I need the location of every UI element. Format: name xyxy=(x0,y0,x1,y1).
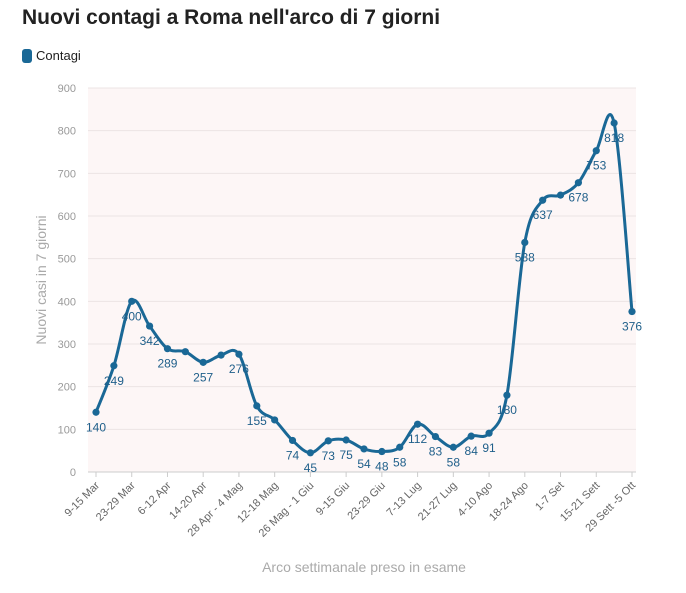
data-label: 155 xyxy=(247,414,267,428)
data-label: 58 xyxy=(447,455,461,469)
data-point[interactable] xyxy=(628,307,636,316)
data-point[interactable] xyxy=(503,391,511,399)
y-tick-label: 600 xyxy=(58,211,76,223)
gridlines xyxy=(88,87,636,473)
data-label: 342 xyxy=(140,334,160,348)
data-point[interactable] xyxy=(431,432,440,441)
data-point[interactable] xyxy=(128,297,136,305)
data-point[interactable] xyxy=(414,420,422,428)
data-label: 83 xyxy=(429,445,443,459)
data-point[interactable] xyxy=(217,351,225,359)
legend[interactable]: Contagi xyxy=(22,48,81,63)
legend-swatch-icon xyxy=(22,48,32,63)
data-point[interactable] xyxy=(306,449,314,457)
data-label: 376 xyxy=(622,320,642,334)
data-label: 637 xyxy=(533,208,553,222)
data-label: 400 xyxy=(122,309,142,323)
data-label: 54 xyxy=(357,457,371,471)
data-point[interactable] xyxy=(485,429,493,437)
data-label: 45 xyxy=(304,461,318,475)
data-label: 73 xyxy=(322,449,336,463)
data-point[interactable] xyxy=(396,443,404,451)
data-label: 249 xyxy=(104,374,124,388)
data-label: 289 xyxy=(157,357,177,371)
chart-title: Nuovi contagi a Roma nell'arco di 7 gior… xyxy=(22,6,441,29)
data-point[interactable] xyxy=(467,432,475,440)
data-label: 180 xyxy=(497,403,517,417)
data-point[interactable] xyxy=(146,322,154,330)
x-tick-label: 1-7 Set xyxy=(533,480,567,514)
y-axis-title: Nuovi casi in 7 giorni xyxy=(33,215,49,344)
x-tick-label: 23-29 Giu xyxy=(345,480,388,523)
data-label: 538 xyxy=(515,250,535,264)
data-points xyxy=(92,119,636,457)
data-point[interactable] xyxy=(181,348,189,356)
data-point[interactable] xyxy=(110,362,118,370)
data-point[interactable] xyxy=(449,443,457,451)
data-label: 84 xyxy=(465,444,479,458)
data-point[interactable] xyxy=(324,437,332,445)
data-point[interactable] xyxy=(271,416,279,424)
data-point[interactable] xyxy=(342,436,350,444)
data-label: 75 xyxy=(339,448,353,462)
data-label: 74 xyxy=(286,448,300,462)
data-point[interactable] xyxy=(199,358,207,366)
data-point[interactable] xyxy=(592,147,600,155)
y-tick-label: 400 xyxy=(58,296,76,308)
data-label: 678 xyxy=(568,191,588,205)
data-label: 48 xyxy=(375,460,389,474)
plot-area xyxy=(88,88,636,472)
data-point[interactable] xyxy=(610,119,618,127)
data-point[interactable] xyxy=(253,402,261,410)
data-label: 91 xyxy=(482,441,496,455)
x-axis-title: Arco settimanale preso in esame xyxy=(262,559,466,575)
y-tick-label: 500 xyxy=(58,254,76,266)
data-point[interactable] xyxy=(235,350,243,358)
data-point[interactable] xyxy=(539,196,547,204)
y-tick-label: 300 xyxy=(58,339,76,351)
data-point[interactable] xyxy=(288,436,297,445)
data-label: 818 xyxy=(604,131,624,145)
data-point[interactable] xyxy=(378,447,386,456)
y-tick-label: 100 xyxy=(58,424,76,436)
y-tick-label: 0 xyxy=(70,467,76,479)
y-tick-label: 200 xyxy=(58,382,76,394)
data-point[interactable] xyxy=(521,238,529,247)
data-point[interactable] xyxy=(163,345,172,353)
data-point[interactable] xyxy=(92,408,100,416)
x-tick-label: 18-24 Ago xyxy=(487,480,531,524)
data-label: 140 xyxy=(86,420,106,434)
legend-label: Contagi xyxy=(36,48,81,63)
data-point[interactable] xyxy=(556,191,565,199)
data-point[interactable] xyxy=(574,179,583,187)
data-label: 276 xyxy=(229,362,249,376)
data-point[interactable] xyxy=(360,445,368,453)
y-tick-label: 700 xyxy=(58,168,76,180)
y-tick-label: 800 xyxy=(58,126,76,138)
y-axis-ticks: 0 100 200 300 400 500 600 700 800 900 xyxy=(58,83,76,479)
data-label: 112 xyxy=(408,432,427,446)
x-tick-label: 21-27 Lug xyxy=(416,480,460,524)
data-label: 257 xyxy=(193,370,213,384)
data-label: 753 xyxy=(586,159,606,173)
y-tick-label: 900 xyxy=(58,83,76,95)
data-label: 58 xyxy=(393,455,407,469)
x-tick-label: 23-29 Mar xyxy=(94,479,138,523)
